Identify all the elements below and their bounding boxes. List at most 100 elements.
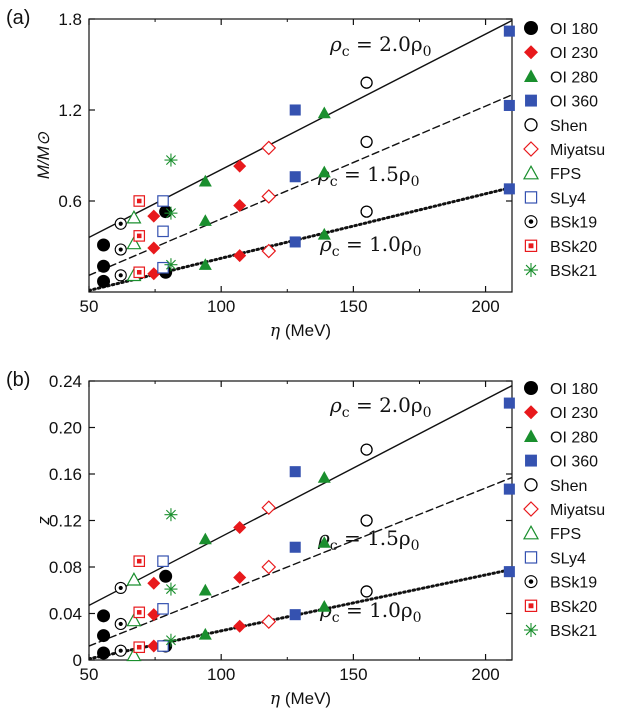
y-axis-title: M/M⊙ bbox=[34, 131, 53, 179]
legend-label-fps: FPS bbox=[550, 166, 581, 183]
point-sly4-2 bbox=[157, 225, 169, 238]
point-oi-230-5 bbox=[233, 570, 247, 584]
legend-label-shen: Shen bbox=[550, 478, 587, 495]
legend-marker-oi-360 bbox=[525, 94, 537, 107]
point-fps-3 bbox=[126, 647, 142, 662]
y-tick-label: 0.6 bbox=[58, 192, 82, 211]
point-miyatsu-1 bbox=[261, 140, 277, 156]
point-sly4-1 bbox=[157, 555, 169, 567]
point-oi-180-2 bbox=[97, 629, 111, 643]
x-axis-title: η (MeV) bbox=[270, 689, 331, 709]
legend-label-bsk19: BSk19 bbox=[550, 215, 597, 232]
point-shen-3 bbox=[360, 585, 373, 598]
point-bsk19-3 bbox=[114, 644, 127, 657]
point-fps-2 bbox=[126, 612, 142, 627]
legend-label-oi-280: OI 280 bbox=[550, 69, 598, 86]
point-oi-360-1 bbox=[289, 466, 301, 478]
point-oi-360-4 bbox=[503, 25, 515, 37]
point-bsk19-2 bbox=[114, 243, 127, 256]
point-bsk20-1 bbox=[133, 555, 146, 567]
point-fps-1 bbox=[126, 572, 142, 586]
point-shen-1 bbox=[360, 443, 373, 456]
point-oi-360-2 bbox=[289, 171, 301, 183]
point-miyatsu-3 bbox=[261, 243, 277, 259]
legend-label-bsk20: BSk20 bbox=[550, 599, 597, 616]
legend-label-bsk19: BSk19 bbox=[550, 575, 597, 592]
legend-marker-fps bbox=[522, 164, 540, 180]
point-bsk19-1 bbox=[114, 581, 127, 594]
point-fps-2 bbox=[126, 235, 142, 250]
legend-marker-bsk19 bbox=[524, 575, 538, 589]
legend-panel-a: OI 180 OI 230 OI 280 OI 360 Shen Miyatsu FPS SL… bbox=[522, 21, 605, 280]
x-tick-label: 100 bbox=[207, 297, 235, 316]
panel-b-label: (b) bbox=[6, 369, 30, 391]
point-oi-180-3 bbox=[97, 646, 111, 660]
point-oi-280-1 bbox=[198, 532, 212, 545]
legend-marker-oi-280 bbox=[524, 69, 538, 82]
point-oi-280-4 bbox=[317, 470, 331, 483]
x-tick-label: 50 bbox=[80, 665, 99, 684]
point-oi-230-2 bbox=[147, 241, 161, 255]
point-shen-2 bbox=[360, 514, 373, 527]
point-shen-2 bbox=[360, 135, 373, 149]
point-bsk21-2 bbox=[164, 582, 178, 596]
point-oi-280-5 bbox=[317, 536, 331, 548]
legend-label-miyatsu: Miyatsu bbox=[550, 142, 605, 159]
legend-label-fps: FPS bbox=[550, 526, 581, 543]
point-oi-230-6 bbox=[233, 249, 247, 263]
point-miyatsu-2 bbox=[261, 189, 277, 204]
panel-b-chart: 50 100 150 200 0 0.04 0.08 0.12 0.16 0.20 0.24 η (M… bbox=[34, 372, 515, 709]
point-oi-230-1 bbox=[147, 576, 161, 590]
legend-label-bsk21: BSk21 bbox=[550, 623, 597, 640]
legend-label-oi-230: OI 230 bbox=[550, 45, 598, 62]
legend-marker-oi-230 bbox=[524, 45, 538, 60]
point-oi-230-1 bbox=[147, 209, 161, 223]
point-oi-280-2 bbox=[198, 583, 212, 596]
point-oi-280-6 bbox=[317, 227, 331, 240]
legend-marker-bsk19 bbox=[524, 215, 538, 229]
point-oi-280-4 bbox=[317, 106, 331, 119]
legend-marker-bsk20 bbox=[524, 239, 538, 252]
y-tick-label: 0.08 bbox=[49, 558, 82, 577]
point-oi-360-3 bbox=[289, 609, 301, 621]
legend-marker-oi-180 bbox=[524, 21, 538, 35]
legend-label-oi-180: OI 180 bbox=[550, 21, 598, 38]
point-sly4-1 bbox=[157, 195, 169, 207]
point-oi-230-4 bbox=[233, 159, 247, 173]
y-tick-label: 0.12 bbox=[49, 512, 82, 531]
point-oi-360-4 bbox=[503, 397, 515, 409]
point-bsk20-2 bbox=[133, 230, 146, 242]
point-fps-1 bbox=[126, 209, 142, 224]
panel-a-chart: 50 100 150 200 0.6 1.2 1.8 η (MeV) M/M⊙ ρc = 2.0ρ… bbox=[34, 10, 515, 341]
point-oi-180-1 bbox=[97, 238, 111, 252]
legend-marker-bsk21 bbox=[524, 623, 538, 637]
legend-marker-sly4 bbox=[524, 551, 538, 564]
legend-label-oi-280: OI 280 bbox=[550, 429, 598, 446]
x-axis-title: η (MeV) bbox=[270, 321, 331, 341]
point-sly4-3 bbox=[157, 640, 169, 652]
legend-label-shen: Shen bbox=[550, 118, 587, 135]
point-oi-360-1 bbox=[289, 104, 301, 116]
point-bsk20-3 bbox=[133, 266, 146, 279]
legend-label-bsk20: BSk20 bbox=[550, 239, 597, 256]
x-tick-label: 200 bbox=[471, 665, 499, 684]
point-bsk19-3 bbox=[114, 269, 127, 282]
line-label-solid: ρc = 2.0ρ0 bbox=[329, 32, 432, 60]
legend-marker-bsk21 bbox=[524, 263, 538, 277]
point-bsk21-1 bbox=[164, 508, 178, 522]
fit-line-solid bbox=[89, 384, 512, 607]
legend-marker-miyatsu bbox=[523, 501, 539, 517]
line-label-dashed: ρc = 1.5ρ0 bbox=[317, 162, 420, 190]
point-bsk21-3 bbox=[164, 633, 178, 647]
y-tick-label: 0.16 bbox=[49, 465, 82, 484]
y-tick-label: 1.2 bbox=[58, 101, 82, 120]
point-bsk20-3 bbox=[133, 641, 146, 654]
point-oi-180-1 bbox=[97, 609, 111, 623]
x-tick-label: 200 bbox=[471, 297, 499, 316]
y-axis-title: z bbox=[34, 516, 53, 526]
x-tick-label: 150 bbox=[339, 297, 367, 316]
point-bsk20-1 bbox=[133, 195, 146, 207]
panel-a-label: (a) bbox=[6, 7, 30, 29]
point-shen-1 bbox=[360, 76, 373, 89]
